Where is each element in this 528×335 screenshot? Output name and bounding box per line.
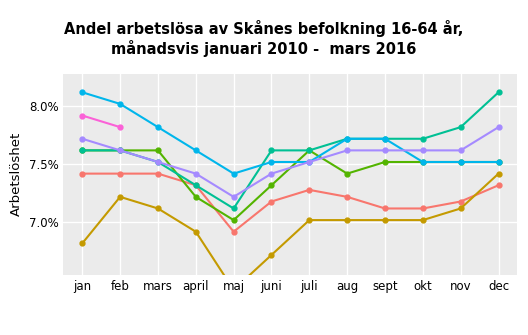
2013 bbox=[457, 125, 464, 129]
2013 bbox=[193, 183, 199, 187]
2011 bbox=[344, 218, 351, 222]
2012 bbox=[344, 172, 351, 176]
2010 bbox=[306, 188, 313, 192]
Line: 2012: 2012 bbox=[80, 148, 501, 222]
2015 bbox=[495, 125, 502, 129]
2011 bbox=[306, 218, 313, 222]
2014 bbox=[382, 137, 388, 141]
2014 bbox=[420, 160, 426, 164]
2010 bbox=[155, 172, 161, 176]
Line: 2014: 2014 bbox=[80, 90, 501, 176]
2010 bbox=[193, 183, 199, 187]
2010 bbox=[117, 172, 123, 176]
2013 bbox=[268, 148, 275, 152]
2012 bbox=[193, 195, 199, 199]
2010 bbox=[230, 230, 237, 234]
2012 bbox=[420, 160, 426, 164]
Line: 2011: 2011 bbox=[80, 171, 501, 292]
2011 bbox=[495, 172, 502, 176]
2010 bbox=[420, 206, 426, 210]
2012 bbox=[306, 148, 313, 152]
2011 bbox=[382, 218, 388, 222]
2013 bbox=[117, 148, 123, 152]
2013 bbox=[306, 148, 313, 152]
2015 bbox=[230, 195, 237, 199]
2010 bbox=[495, 183, 502, 187]
2013 bbox=[79, 148, 86, 152]
2015 bbox=[268, 172, 275, 176]
2011 bbox=[155, 206, 161, 210]
2010 bbox=[457, 200, 464, 204]
2016 bbox=[117, 125, 123, 129]
2011 bbox=[230, 288, 237, 292]
2013 bbox=[495, 90, 502, 94]
2014 bbox=[193, 148, 199, 152]
2012 bbox=[117, 148, 123, 152]
2014 bbox=[495, 160, 502, 164]
2015 bbox=[193, 172, 199, 176]
2011 bbox=[420, 218, 426, 222]
Line: 2010: 2010 bbox=[80, 171, 501, 234]
2011 bbox=[268, 253, 275, 257]
2012 bbox=[230, 218, 237, 222]
2011 bbox=[79, 241, 86, 245]
2011 bbox=[457, 206, 464, 210]
2013 bbox=[344, 137, 351, 141]
2015 bbox=[457, 148, 464, 152]
Line: 2015: 2015 bbox=[80, 125, 501, 199]
2014 bbox=[79, 90, 86, 94]
2012 bbox=[495, 160, 502, 164]
2014 bbox=[344, 137, 351, 141]
2010 bbox=[79, 172, 86, 176]
2014 bbox=[306, 160, 313, 164]
Line: 2016: 2016 bbox=[80, 113, 122, 130]
2014 bbox=[457, 160, 464, 164]
2012 bbox=[268, 183, 275, 187]
Text: Andel arbetslösa av Skånes befolkning 16-64 år,
månadsvis januari 2010 -  mars 2: Andel arbetslösa av Skånes befolkning 16… bbox=[64, 20, 464, 57]
2012 bbox=[79, 148, 86, 152]
2015 bbox=[420, 148, 426, 152]
2014 bbox=[230, 172, 237, 176]
2016 bbox=[79, 114, 86, 118]
2013 bbox=[420, 137, 426, 141]
2015 bbox=[306, 160, 313, 164]
2013 bbox=[382, 137, 388, 141]
2015 bbox=[117, 148, 123, 152]
2010 bbox=[382, 206, 388, 210]
Y-axis label: Arbetslöshet: Arbetslöshet bbox=[10, 132, 23, 216]
2013 bbox=[155, 160, 161, 164]
2013 bbox=[230, 206, 237, 210]
2011 bbox=[117, 195, 123, 199]
Line: 2013: 2013 bbox=[80, 90, 501, 211]
2010 bbox=[268, 200, 275, 204]
2010 bbox=[344, 195, 351, 199]
2015 bbox=[382, 148, 388, 152]
2015 bbox=[155, 160, 161, 164]
2012 bbox=[457, 160, 464, 164]
2014 bbox=[268, 160, 275, 164]
2011 bbox=[193, 230, 199, 234]
2015 bbox=[79, 137, 86, 141]
2014 bbox=[117, 102, 123, 106]
2012 bbox=[155, 148, 161, 152]
2012 bbox=[382, 160, 388, 164]
2015 bbox=[344, 148, 351, 152]
2014 bbox=[155, 125, 161, 129]
